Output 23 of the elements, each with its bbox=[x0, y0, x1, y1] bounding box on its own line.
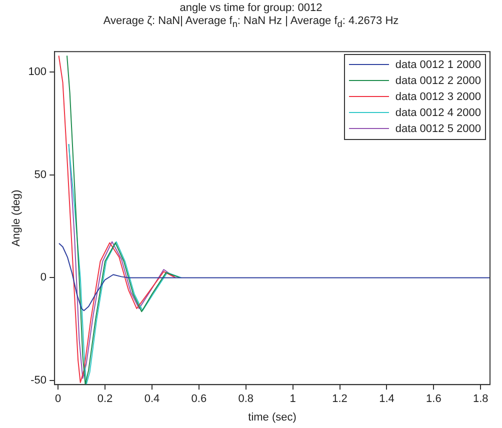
legend-label: data 0012 5 2000 bbox=[395, 122, 481, 135]
x-tick-label: 0.2 bbox=[97, 393, 113, 406]
x-axis-title: time (sec) bbox=[248, 411, 296, 424]
x-tick-label: 1.2 bbox=[332, 393, 348, 406]
y-tick-label: -50 bbox=[30, 374, 47, 387]
x-tick-label: 1 bbox=[290, 393, 296, 406]
y-tick-label: 100 bbox=[28, 66, 47, 78]
x-tick-label: 0 bbox=[55, 393, 62, 406]
y-tick-label: 50 bbox=[34, 168, 47, 181]
x-tick-label: 0.8 bbox=[238, 393, 254, 406]
chart-title: angle vs time for group: 0012 bbox=[178, 2, 324, 15]
x-tick-label: 0.4 bbox=[144, 393, 160, 406]
y-tick-label: 0 bbox=[40, 272, 47, 284]
legend-label: data 0012 3 2000 bbox=[395, 90, 481, 103]
chart-subtitle: Average ζ: NaN| Average f$_{n}$: NaN Hz | Average f$_{d}$: 4.2673 Hz bbox=[102, 15, 400, 32]
x-tick-label: 1.6 bbox=[426, 393, 442, 406]
y-axis-title: Angle (deg) bbox=[10, 190, 23, 247]
x-tick-label: 1.4 bbox=[379, 393, 394, 406]
legend-label: data 0012 1 2000 bbox=[395, 58, 481, 71]
legend-label: data 0012 2 2000 bbox=[395, 74, 481, 87]
legend-label: data 0012 4 2000 bbox=[395, 106, 481, 119]
x-tick-label: 1.8 bbox=[472, 393, 488, 406]
x-tick-label: 0.6 bbox=[191, 393, 207, 406]
